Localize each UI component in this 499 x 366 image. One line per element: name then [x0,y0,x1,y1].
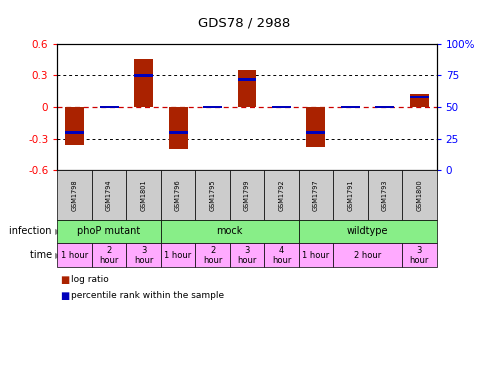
Text: GSM1794: GSM1794 [106,179,112,211]
Text: 1 hour: 1 hour [61,251,88,260]
Text: log ratio: log ratio [71,275,109,284]
Bar [203,106,222,108]
Text: time: time [29,250,55,260]
Text: ■: ■ [60,291,69,300]
Text: 4
hour: 4 hour [272,246,291,265]
Bar [410,94,429,107]
Bar [100,106,119,108]
Text: mock: mock [217,227,243,236]
Text: GSM1791: GSM1791 [347,179,353,211]
Text: 2
hour: 2 hour [203,246,222,265]
Text: GSM1796: GSM1796 [175,179,181,211]
Text: infection: infection [9,227,55,236]
Bar [65,107,84,145]
Text: GSM1793: GSM1793 [382,179,388,211]
Bar [341,106,360,108]
Text: percentile rank within the sample: percentile rank within the sample [71,291,224,300]
Bar [238,78,256,81]
Bar [169,131,188,134]
Text: wildtype: wildtype [347,227,388,236]
Bar [375,106,394,108]
Bar [134,59,153,107]
Bar [65,131,84,134]
Text: GSM1799: GSM1799 [244,179,250,211]
Text: GSM1797: GSM1797 [313,179,319,211]
Text: GDS78 / 2988: GDS78 / 2988 [199,16,290,30]
Bar [306,131,325,134]
Bar [410,96,429,98]
Text: GSM1792: GSM1792 [278,179,284,211]
Bar [272,106,291,108]
Text: GSM1801: GSM1801 [141,179,147,211]
Text: GSM1798: GSM1798 [72,179,78,211]
Text: 3
hour: 3 hour [238,246,256,265]
Bar [238,70,256,107]
Text: 1 hour: 1 hour [302,251,329,260]
Text: ■: ■ [60,275,69,285]
Text: 2 hour: 2 hour [354,251,381,260]
Text: 2
hour: 2 hour [99,246,119,265]
Text: GSM1800: GSM1800 [416,179,422,211]
Bar [134,74,153,77]
Bar [306,107,325,147]
Text: phoP mutant: phoP mutant [77,227,141,236]
Text: 3
hour: 3 hour [134,246,153,265]
Text: ▶: ▶ [55,227,61,236]
Text: 1 hour: 1 hour [165,251,192,260]
Text: 3
hour: 3 hour [410,246,429,265]
Bar [169,107,188,149]
Text: GSM1795: GSM1795 [210,179,216,211]
Text: ▶: ▶ [55,251,61,260]
